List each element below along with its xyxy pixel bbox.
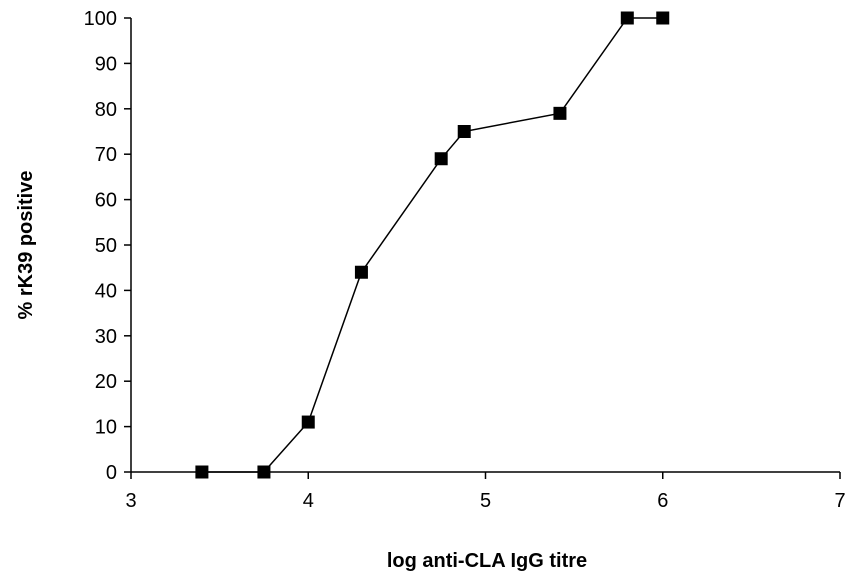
data-point [620, 11, 634, 25]
y-axis-title: % rK39 positive [15, 171, 37, 320]
data-point [457, 125, 471, 138]
y-tick-label: 60 [95, 190, 117, 212]
plot-area [195, 11, 670, 479]
y-tick-label: 20 [95, 371, 117, 393]
y-tick-label: 0 [106, 462, 117, 484]
y-tick-label: 100 [84, 8, 117, 30]
x-axis-ticks: 3 4 5 6 7 [125, 472, 846, 512]
y-tick-label: 30 [95, 326, 117, 348]
x-tick-label: 3 [125, 490, 136, 512]
data-point [656, 11, 670, 25]
data-point [195, 465, 209, 479]
data-point [354, 265, 368, 279]
series-line [201, 17, 663, 473]
y-tick-label: 70 [95, 144, 117, 166]
y-tick-label: 50 [95, 235, 117, 257]
data-point [553, 106, 567, 120]
data-point [257, 465, 271, 479]
axes [130, 18, 840, 473]
x-tick-label: 6 [657, 490, 668, 512]
y-tick-label: 40 [95, 280, 117, 302]
data-point [301, 415, 315, 429]
y-tick-label: 80 [95, 99, 117, 121]
x-tick-label: 7 [834, 490, 845, 512]
x-tick-label: 4 [303, 490, 314, 512]
data-point [434, 152, 448, 166]
y-tick-label: 90 [95, 53, 117, 75]
x-tick-label: 5 [480, 490, 491, 512]
x-axis-title: log anti-CLA IgG titre [387, 550, 587, 572]
y-tick-label: 10 [95, 417, 117, 439]
y-axis-ticks: 0 10 20 30 40 50 60 70 80 90 100 [84, 8, 131, 484]
